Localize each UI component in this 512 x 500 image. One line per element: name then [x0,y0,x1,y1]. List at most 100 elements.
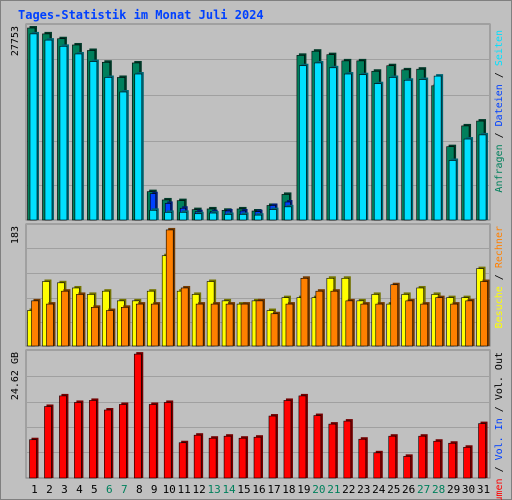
x-tick-label: 20 [312,483,325,496]
bar-seiten-day-10 [164,210,174,221]
y-axis-max-label: 27753 [10,26,21,56]
bar-rechner-day-25 [390,282,400,347]
bar-volumen-day-18 [283,398,293,479]
legend-1: Besuche / Rechner [494,226,505,328]
bar-volumen-day-3 [59,393,69,479]
bar-seiten-day-9 [149,208,159,221]
y-axis-max-label: 24.62 GB [10,352,21,400]
legend-0: Anfragen / Dateien / Seiten [494,30,505,193]
bar-seiten-day-18 [284,204,294,221]
bar-volumen-day-13 [208,436,219,479]
bar-volumen-day-28 [433,439,443,479]
bar-rechner-day-15 [240,302,251,347]
bar-rechner-day-11 [180,285,191,347]
x-tick-label: 30 [462,483,475,496]
bar-volumen-day-21 [328,422,338,479]
bar-volumen-day-8 [133,352,144,479]
bar-volumen-day-26 [403,454,413,479]
bar-seiten-day-14 [224,212,234,221]
bar-seiten-day-23 [358,72,369,221]
bar-volumen-day-4 [74,400,84,479]
x-tick-label: 31 [477,483,490,496]
bar-volumen-day-6 [104,408,114,479]
x-tick-label: 14 [222,483,236,496]
legend-2: Volumen / Vol. In / Vol. Out [494,352,505,500]
panel-requests-files-pages: 27753 [10,23,491,221]
bar-volumen-day-16 [253,435,264,479]
panel-volume: 24.62 GB [10,349,491,479]
x-tick-label: 22 [342,483,355,496]
x-tick-label: 11 [178,483,191,496]
chart-title: Tages-Statistik im Monat Juli 2024 [18,8,264,22]
bar-seiten-day-20 [314,60,324,221]
bar-rechner-day-22 [345,298,355,347]
bar-rechner-day-31 [480,279,490,347]
bar-seiten-day-6 [104,75,114,221]
bar-seiten-day-25 [388,75,399,221]
x-tick-label: 23 [357,483,370,496]
bar-volumen-day-31 [478,421,488,479]
bar-seiten-day-28 [433,74,444,221]
bar-rechner-day-26 [405,298,415,347]
x-tick-label: 27 [417,483,430,496]
x-tick-label: 13 [207,483,220,496]
bar-seiten-day-4 [74,51,84,221]
x-tick-label: 7 [121,483,128,496]
legend-entry: Anfragen [494,144,505,192]
x-tick-label: 24 [372,483,386,496]
bar-seiten-day-29 [448,158,459,221]
bar-seiten-day-13 [209,211,219,221]
bar-rechner-day-10 [165,227,176,347]
bar-rechner-day-5 [91,305,101,347]
bar-rechner-day-6 [106,308,116,347]
bar-seiten-day-17 [269,207,279,221]
bar-seiten-day-12 [194,211,204,221]
bar-seiten-day-30 [463,137,474,221]
bar-seiten-day-21 [329,65,339,221]
bar-rechner-day-9 [150,302,161,347]
bar-rechner-day-16 [255,298,266,347]
bar-volumen-day-12 [193,433,204,479]
bar-seiten-day-16 [254,213,264,221]
x-tick-label: 9 [151,483,158,496]
bar-rechner-day-7 [121,305,131,347]
bar-volumen-day-20 [313,413,323,479]
x-tick-label: 16 [252,483,265,496]
x-tick-label: 5 [91,483,98,496]
x-axis-day-labels: 1 2 3 4 5 6 7 8 9 10 11 12 13 14 15 16 17 18 19 20 21 22 23 24 2… [31,483,490,496]
x-tick-label: 21 [327,483,340,496]
y-axis-max-label: 183 [10,226,21,244]
x-tick-label: 25 [387,483,400,496]
bar-rechner-day-24 [375,302,385,347]
x-tick-label: 2 [46,483,53,496]
x-tick-label: 28 [432,483,445,496]
bar-volumen-day-19 [298,393,308,479]
bar-seiten-day-15 [239,212,249,221]
bar-seiten-day-5 [89,59,99,221]
bar-seiten-day-19 [299,63,309,221]
bar-volumen-day-17 [268,414,278,479]
x-tick-label: 15 [237,483,250,496]
x-tick-label: 26 [402,483,415,496]
bar-rechner-day-17 [270,311,280,347]
bar-seiten-day-2 [44,38,54,221]
x-tick-label: 6 [106,483,113,496]
bar-rechner-day-8 [135,302,146,347]
x-tick-label: 8 [136,483,143,496]
bar-rechner-day-18 [285,302,295,347]
bar-rechner-day-13 [210,302,221,347]
bar-rechner-day-30 [465,298,475,347]
bar-volumen-day-9 [148,402,159,479]
legend-entry: Volumen [494,478,505,500]
bar-rechner-day-21 [330,289,340,347]
bar-volumen-day-23 [358,437,368,479]
x-tick-label: 18 [282,483,295,496]
bar-seiten-day-31 [478,132,489,221]
right-legends: Anfragen / Dateien / Seiten Besuche / Rec… [494,30,505,500]
bar-seiten-day-26 [403,78,414,221]
bar-rechner-day-4 [76,292,86,347]
legend-entry: Dateien [494,84,505,126]
bar-seiten-day-24 [373,81,384,221]
bar-rechner-day-12 [195,302,206,347]
